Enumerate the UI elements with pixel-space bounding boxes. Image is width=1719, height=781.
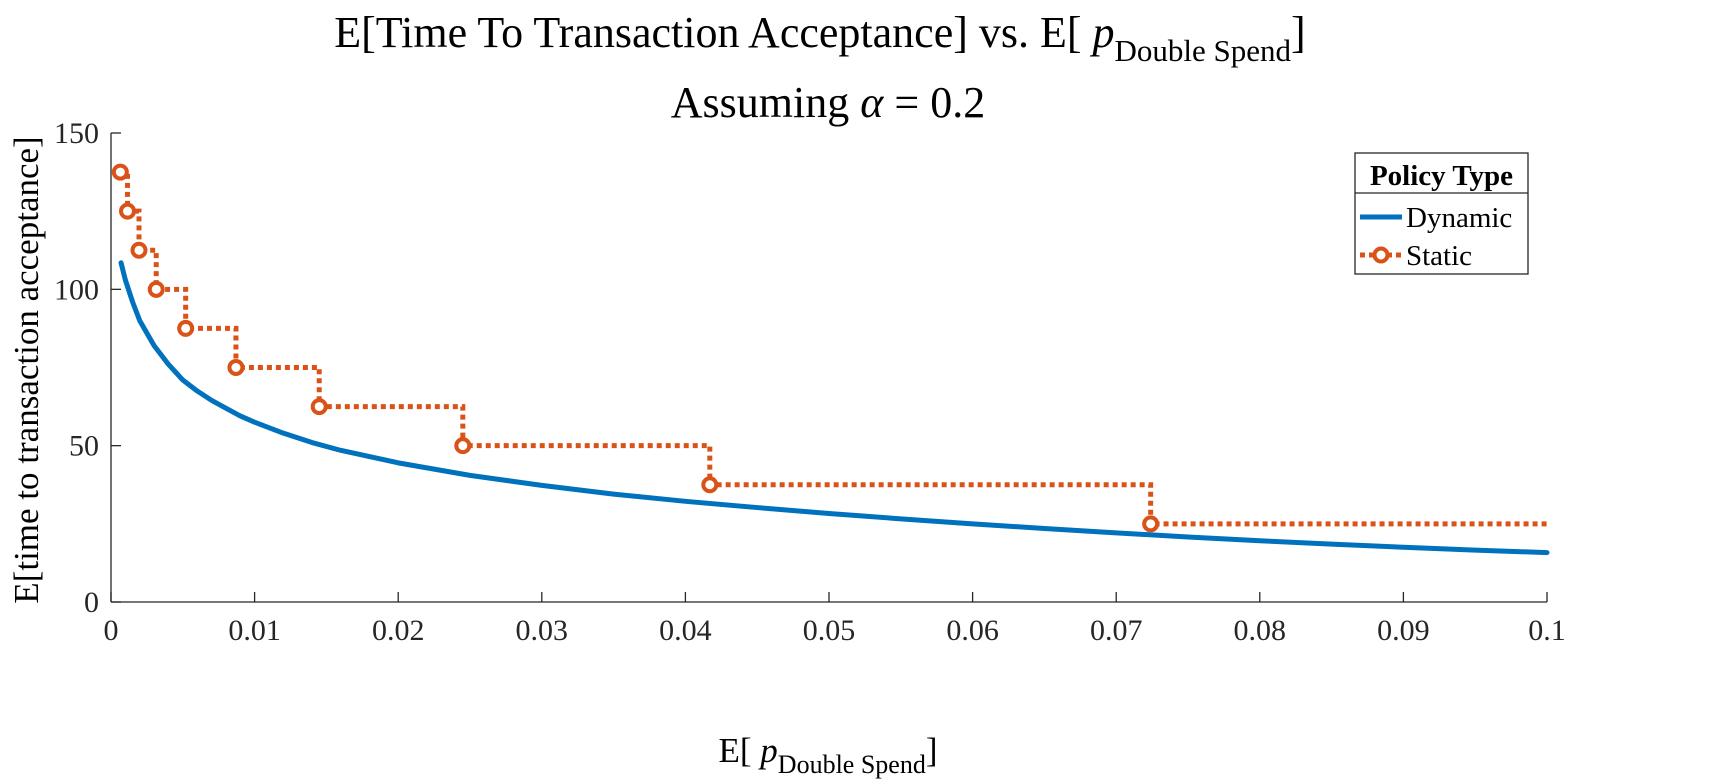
x-tick-label: 0.04 <box>659 614 712 647</box>
x-axis-label-close: ] <box>926 731 938 770</box>
x-tick-label: 0.03 <box>516 614 569 647</box>
x-tick-label: 0.01 <box>228 614 281 647</box>
legend-dynamic-label: Dynamic <box>1406 202 1512 234</box>
series-static-marker <box>227 359 245 376</box>
series-static-marker <box>177 319 195 337</box>
chart-subtitle: Assuming α = 0.2 <box>671 78 985 127</box>
y-tick-label: 50 <box>69 430 99 463</box>
plot-area: 0 0.01 0.02 0.03 0.04 0.05 0.06 0.07 0.08 0.09 0.1… <box>54 117 1566 647</box>
y-tick-label: 100 <box>54 273 99 306</box>
chart-subtitle-prefix: Assuming <box>671 78 860 127</box>
series-static-marker <box>310 398 328 416</box>
chart-title: E[Time To Transaction Acceptance] vs. E[… <box>334 8 1305 68</box>
x-tick-label: 0.06 <box>946 614 999 647</box>
y-tick-label: 150 <box>54 117 99 150</box>
y-tick-label: 0 <box>84 586 99 619</box>
chart-subtitle-alpha: α <box>860 78 884 127</box>
x-axis-label-p: p <box>757 731 778 770</box>
series-dynamic-line <box>118 260 1550 556</box>
x-tick-label: 0 <box>104 614 119 647</box>
x-tick-label: 0.07 <box>1090 614 1143 647</box>
series-static-marker <box>111 163 129 181</box>
x-tick-label: 0.05 <box>803 614 856 647</box>
legend: Policy Type Dynamic Static <box>1354 152 1529 275</box>
legend-static-marker <box>1372 246 1390 264</box>
chart-subtitle-suffix: = 0.2 <box>883 78 985 127</box>
series-static-marker <box>454 437 472 455</box>
x-axis-label-subscript: Double Spend <box>778 750 926 779</box>
x-tick-label: 0.1 <box>1528 614 1566 647</box>
series-static-marker <box>1142 515 1160 533</box>
chart-title-main: E[Time To Transaction Acceptance] vs. E[ <box>334 8 1092 57</box>
series-static-marker <box>119 202 137 220</box>
x-axis-label-prefix: E[ <box>719 731 761 770</box>
chart-title-close: ] <box>1291 8 1306 57</box>
legend-title: Policy Type <box>1370 160 1513 192</box>
x-tick-label: 0.09 <box>1377 614 1430 647</box>
legend-static-label: Static <box>1406 240 1472 272</box>
x-tick-label: 0.08 <box>1234 614 1287 647</box>
chart-title-p: p <box>1090 8 1115 57</box>
y-axis-label: E[time to transaction acceptance] <box>7 136 46 603</box>
series-static-marker <box>701 476 719 494</box>
series-static-line <box>120 169 1547 527</box>
x-tick-label: 0.02 <box>372 614 425 647</box>
series-static-marker <box>147 280 165 298</box>
x-axis-label: E[ pDouble Spend] <box>719 731 938 779</box>
chart-title-subscript: Double Spend <box>1115 33 1292 68</box>
series-static-marker <box>130 241 148 259</box>
